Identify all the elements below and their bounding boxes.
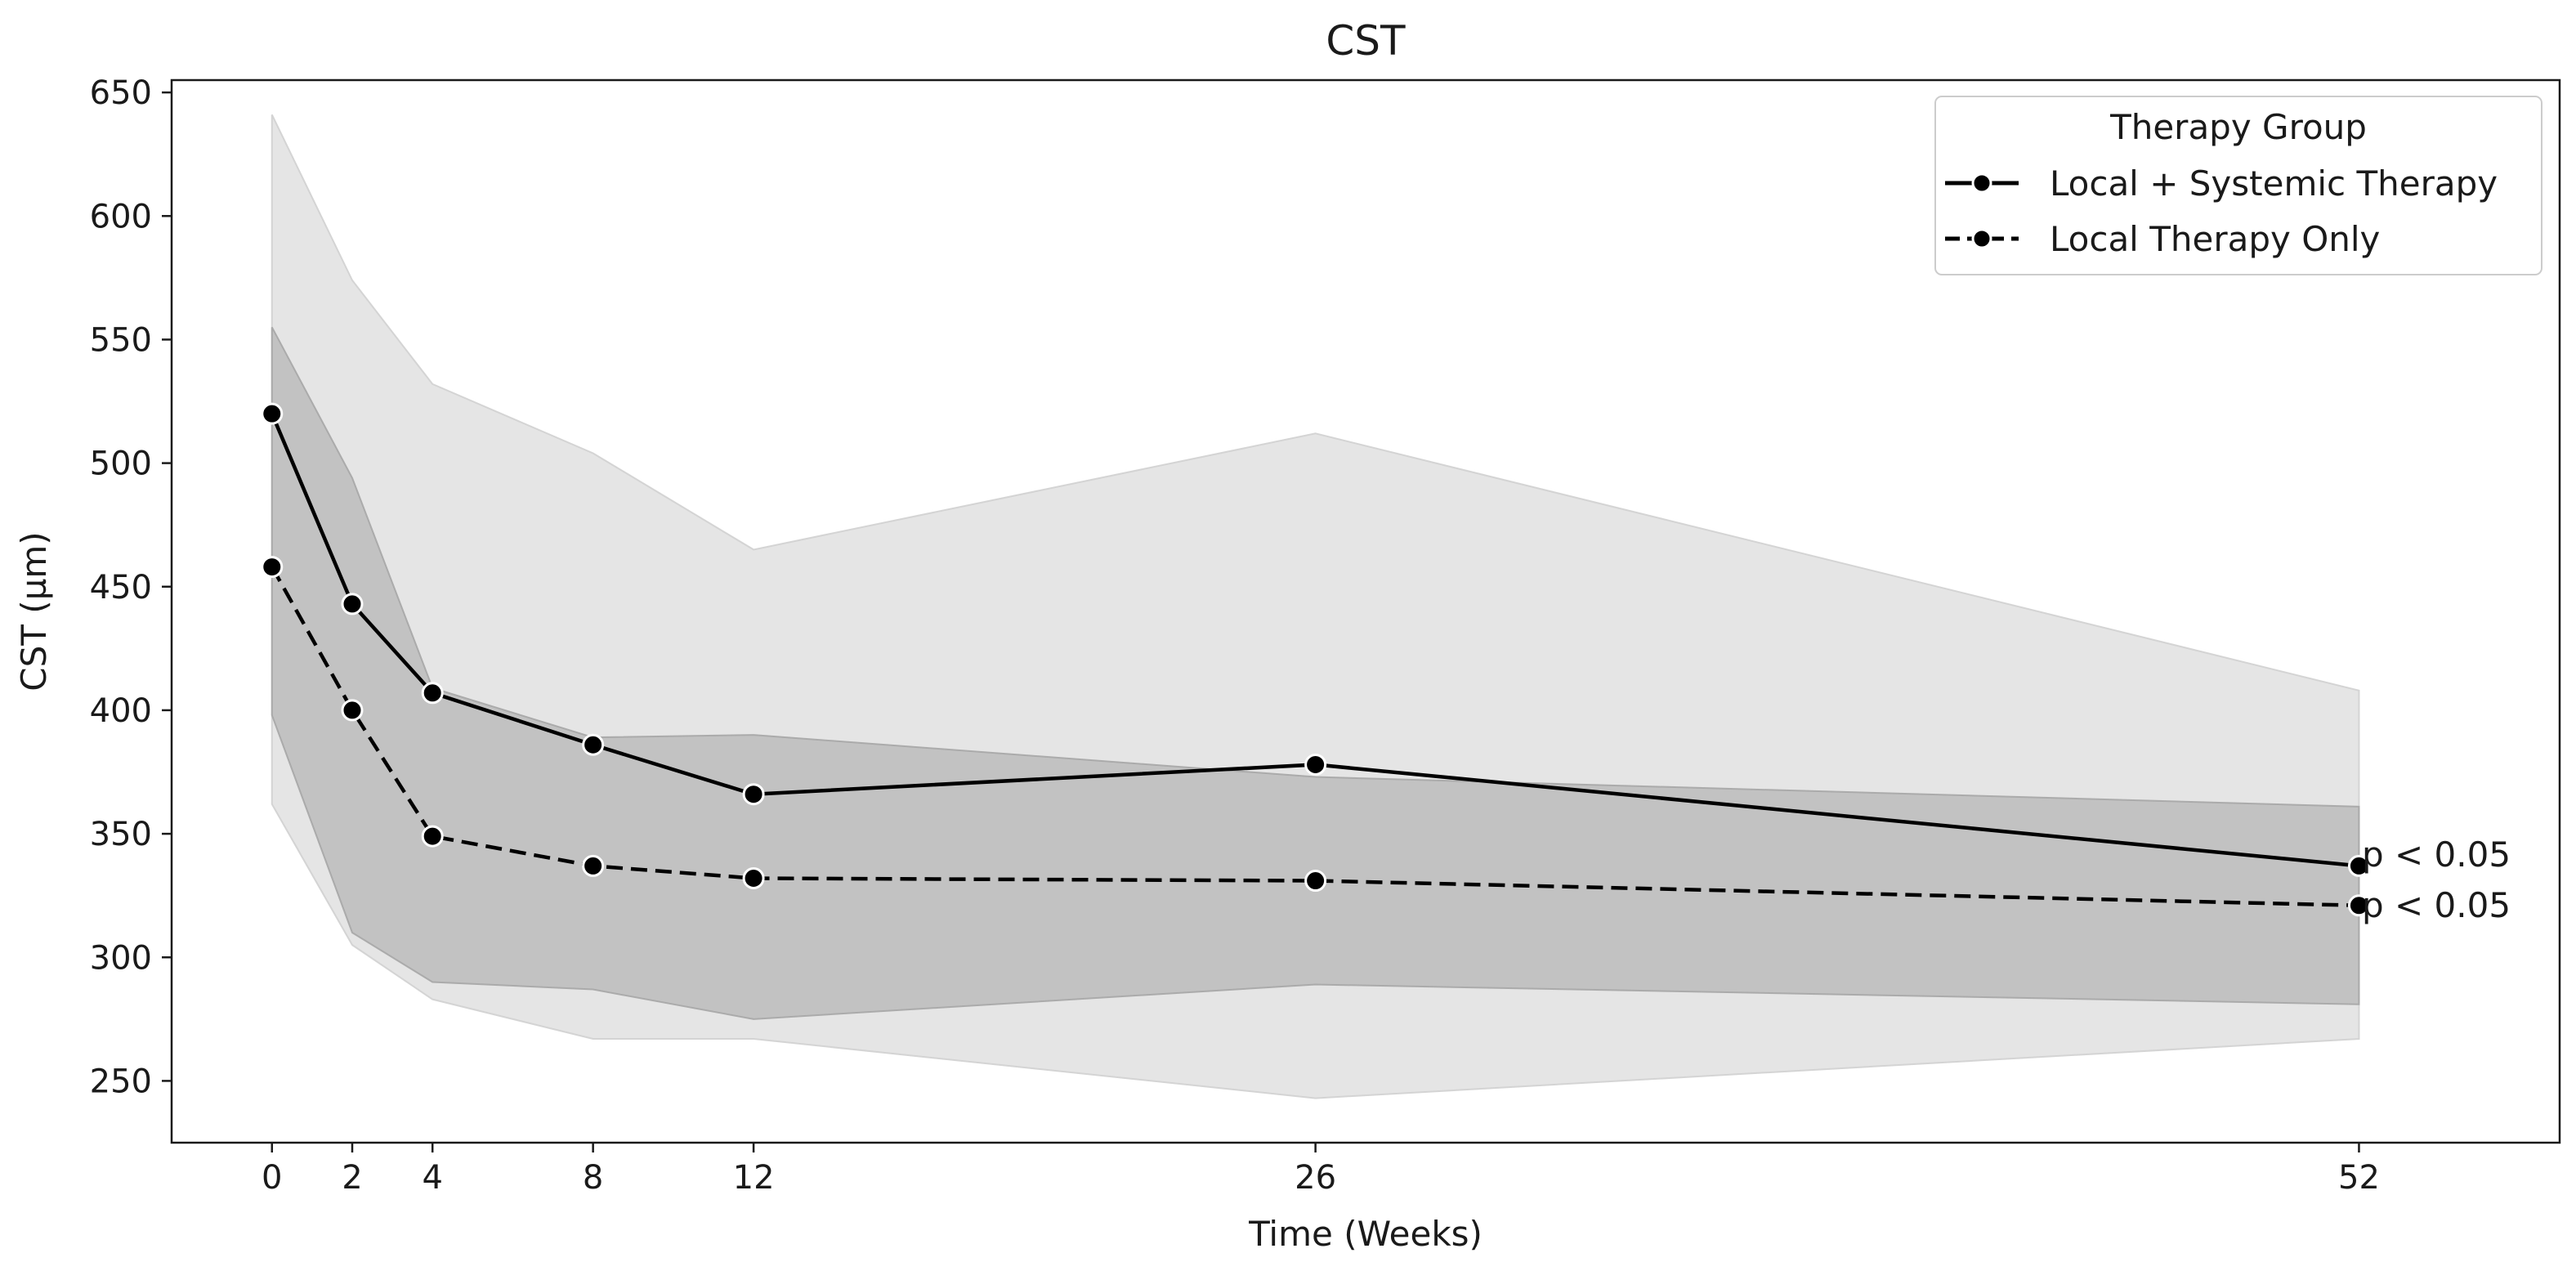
data-point-local-only-week-2[interactable] <box>341 699 364 722</box>
legend-entry-local-systemic[interactable]: Local + Systemic Therapy <box>1945 163 2498 204</box>
y-tick-label: 400 <box>90 692 152 730</box>
y-tick-label: 550 <box>90 321 152 359</box>
p-value-annotations: p < 0.05 p < 0.05 <box>2362 835 2511 925</box>
data-point-local-only-week-26[interactable] <box>1304 870 1327 893</box>
y-tick-label: 500 <box>90 445 152 483</box>
plot-frame <box>170 78 2561 1144</box>
y-tick-label: 350 <box>90 816 152 853</box>
y-axis-ticks: 250 300 350 400 450 500 550 600 650 <box>90 74 172 1100</box>
chart-title: CST <box>1326 17 1406 65</box>
x-tick-label: 4 <box>422 1159 442 1197</box>
legend-box <box>1934 96 2542 275</box>
x-tick-label: 2 <box>342 1159 362 1197</box>
x-tick-label: 0 <box>262 1159 282 1197</box>
y-tick-label: 300 <box>90 939 152 977</box>
p-value-annotation-local-only: p < 0.05 <box>2362 885 2511 925</box>
x-tick-label: 12 <box>733 1159 775 1197</box>
y-tick-label: 250 <box>90 1063 152 1100</box>
legend-marker-solid <box>1971 172 1992 194</box>
data-point-local-systemic-week-4[interactable] <box>421 682 444 705</box>
y-axis-label: CST (µm) <box>14 531 54 691</box>
data-point-local-systemic-week-12[interactable] <box>742 783 765 806</box>
data-point-local-systemic-week-8[interactable] <box>582 733 605 756</box>
legend-label-local-only: Local Therapy Only <box>2050 219 2380 259</box>
p-value-annotation-local-systemic: p < 0.05 <box>2362 835 2511 875</box>
x-axis-ticks: 0 2 4 8 12 26 52 <box>262 1143 2380 1197</box>
legend-marker-dashed <box>1971 228 1992 249</box>
data-point-local-systemic-week-2[interactable] <box>341 593 364 615</box>
legend-entry-local-only[interactable]: Local Therapy Only <box>1945 219 2380 259</box>
data-point-local-only-week-4[interactable] <box>421 825 444 848</box>
data-point-local-systemic-week-52[interactable] <box>2347 854 2370 877</box>
x-tick-label: 52 <box>2338 1159 2380 1197</box>
confidence-band-local-only <box>271 326 2360 1020</box>
data-point-local-only-week-8[interactable] <box>582 854 605 877</box>
data-point-local-only-week-12[interactable] <box>742 867 765 890</box>
legend-title: Therapy Group <box>2109 107 2367 147</box>
x-axis-label: Time (Weeks) <box>1248 1214 1483 1254</box>
y-tick-label: 600 <box>90 198 152 235</box>
data-point-local-systemic-week-26[interactable] <box>1304 753 1327 776</box>
data-point-local-only-week-0[interactable] <box>261 556 284 579</box>
legend[interactable]: Therapy Group Local + Systemic Therapy L… <box>1934 96 2542 275</box>
series-markers <box>261 402 2370 917</box>
confidence-bands <box>271 114 2360 1099</box>
y-tick-label: 650 <box>90 74 152 112</box>
x-tick-label: 8 <box>583 1159 603 1197</box>
data-point-local-systemic-week-0[interactable] <box>261 402 284 425</box>
y-tick-label: 450 <box>90 569 152 606</box>
x-tick-label: 26 <box>1295 1159 1336 1197</box>
legend-label-local-systemic: Local + Systemic Therapy <box>2050 163 2498 204</box>
data-point-local-only-week-52[interactable] <box>2347 894 2370 917</box>
